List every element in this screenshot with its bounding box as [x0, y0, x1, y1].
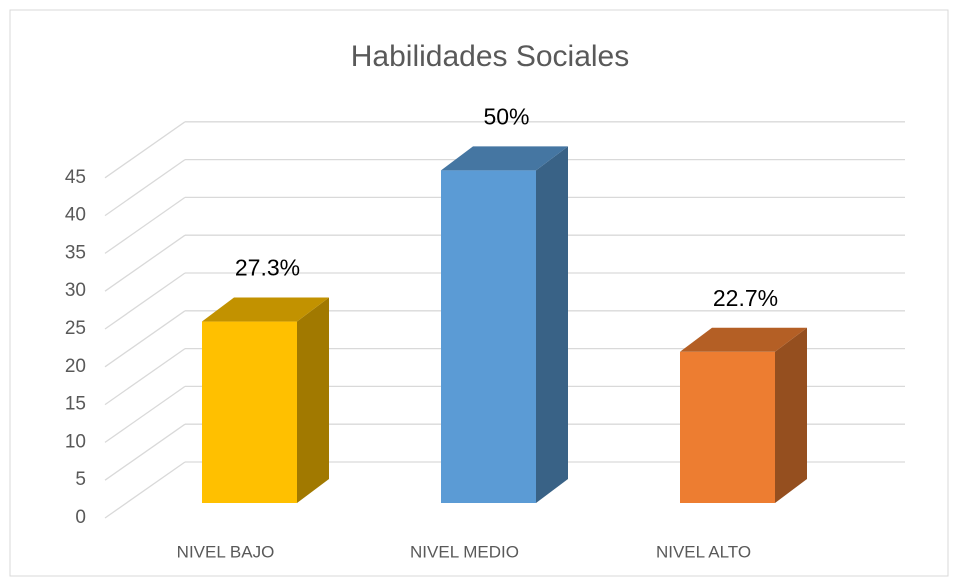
y-tick-label: 10: [65, 431, 86, 452]
y-tick-label: 15: [65, 394, 86, 415]
bar-top: [680, 327, 807, 352]
y-tick-label: 25: [65, 318, 86, 339]
bar-front: [680, 351, 775, 503]
grid-line: [104, 234, 186, 292]
grid-line: [104, 159, 186, 217]
bar-top: [441, 146, 568, 171]
x-tick-label: NIVEL ALTO: [656, 542, 751, 561]
x-tick-label: NIVEL BAJO: [177, 542, 275, 561]
x-tick-label: NIVEL MEDIO: [410, 542, 519, 561]
y-tick-label: 5: [75, 469, 86, 490]
bar-front: [441, 170, 536, 504]
data-label: 22.7%: [713, 285, 778, 311]
y-tick-label: 35: [65, 242, 86, 263]
bar-side: [775, 327, 807, 503]
data-label: 50%: [483, 103, 529, 129]
y-tick-label: 30: [65, 280, 86, 301]
y-tick-label: 45: [65, 167, 86, 188]
bar-side: [297, 297, 329, 503]
bar-top: [202, 297, 329, 322]
grid-line: [104, 272, 186, 330]
grid-line: [104, 348, 186, 406]
bar-front: [202, 321, 297, 503]
grid-line: [104, 121, 186, 179]
grid-line: [104, 423, 186, 481]
y-tick-label: 20: [65, 356, 86, 377]
grid-line: [104, 461, 186, 519]
y-tick-label: 0: [75, 507, 86, 528]
grid-line: [104, 385, 186, 443]
chart-title: Habilidades Sociales: [351, 40, 630, 73]
bar-side: [536, 146, 568, 504]
y-tick-label: 40: [65, 205, 86, 226]
grid-line: [104, 196, 186, 254]
data-label: 27.3%: [235, 255, 300, 281]
grid-line: [104, 310, 186, 368]
